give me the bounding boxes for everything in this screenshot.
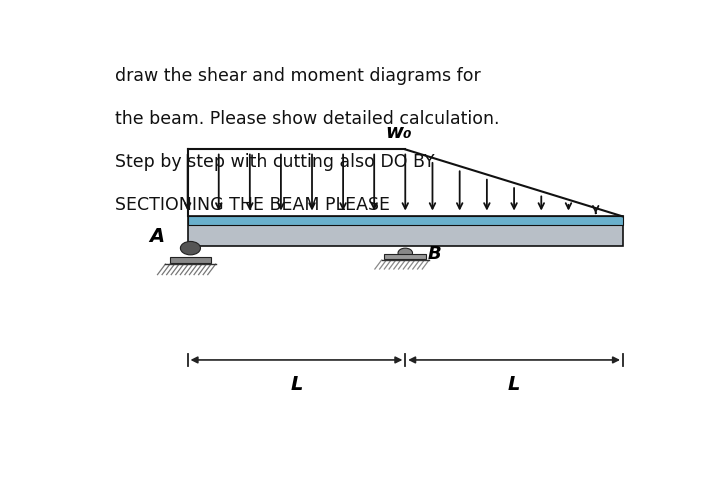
Text: A: A <box>149 227 165 246</box>
Circle shape <box>398 248 413 258</box>
Text: SECTIONING THE BEAM PLEASE: SECTIONING THE BEAM PLEASE <box>115 196 390 214</box>
Bar <box>188 216 623 225</box>
Text: L: L <box>290 375 302 394</box>
Text: Step by step with cutting also DO BY: Step by step with cutting also DO BY <box>115 153 435 171</box>
Circle shape <box>181 242 200 255</box>
Text: w₀: w₀ <box>385 123 412 142</box>
Bar <box>188 216 623 246</box>
Text: L: L <box>508 375 521 394</box>
Bar <box>384 254 426 259</box>
Text: B: B <box>428 245 441 263</box>
Text: the beam. Please show detailed calculation.: the beam. Please show detailed calculati… <box>115 110 500 128</box>
Text: draw the shear and moment diagrams for: draw the shear and moment diagrams for <box>115 67 481 85</box>
Bar <box>169 257 212 263</box>
